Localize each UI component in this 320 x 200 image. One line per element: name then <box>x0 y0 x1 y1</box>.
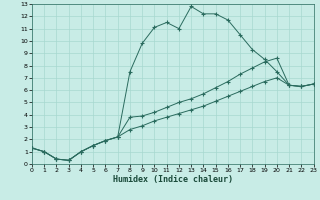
X-axis label: Humidex (Indice chaleur): Humidex (Indice chaleur) <box>113 175 233 184</box>
